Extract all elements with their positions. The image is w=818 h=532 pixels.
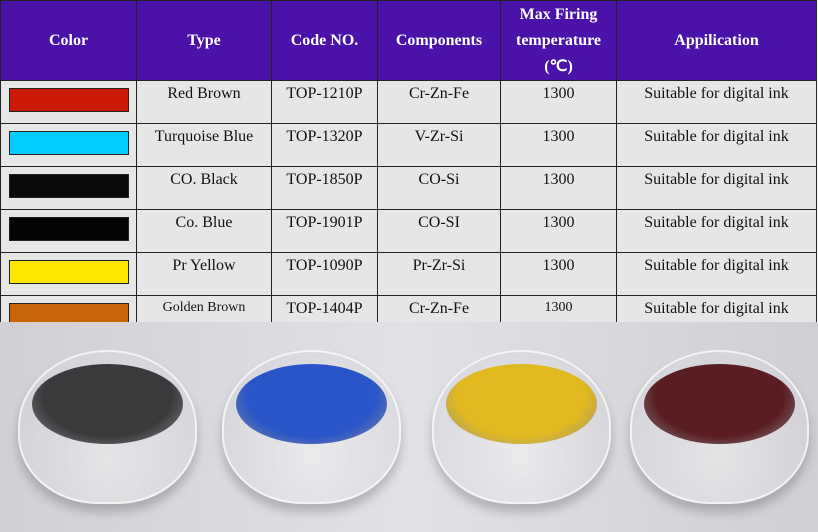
application-cell: Suitable for digital ink bbox=[616, 123, 817, 167]
header-max-firing-temperature: Max Firing temperature (℃) bbox=[500, 0, 617, 81]
type-cell: CO. Black bbox=[136, 166, 272, 210]
components-cell: Cr-Zn-Fe bbox=[377, 80, 501, 124]
temp-cell: 1300 bbox=[500, 209, 617, 253]
pigment-photos bbox=[0, 322, 818, 532]
code-cell: TOP-1901P bbox=[271, 209, 378, 253]
pigment-powder bbox=[644, 364, 795, 444]
header-components: Components bbox=[377, 0, 501, 81]
application-cell: Suitable for digital ink bbox=[616, 252, 817, 296]
pigment-bowl-photo bbox=[222, 350, 401, 504]
color-cell bbox=[0, 166, 137, 210]
temp-cell: 1300 bbox=[500, 80, 617, 124]
pigment-bowl-photo bbox=[630, 350, 809, 504]
table-row: Pr Yellow TOP-1090P Pr-Zr-Si 1300 Suitable f… bbox=[0, 252, 817, 296]
type-cell: Red Brown bbox=[136, 80, 272, 124]
pigment-powder bbox=[236, 364, 387, 444]
pigment-bowl-photo bbox=[18, 350, 197, 504]
header-code: Code NO. bbox=[271, 0, 378, 81]
application-cell: Suitable for digital ink bbox=[616, 209, 817, 253]
color-swatch bbox=[8, 88, 129, 112]
color-swatch bbox=[8, 174, 129, 198]
components-cell: V-Zr-Si bbox=[377, 123, 501, 167]
color-swatch bbox=[8, 217, 129, 241]
code-cell: TOP-1090P bbox=[271, 252, 378, 296]
pigment-table: Color Type Code NO. Components Max Firing te… bbox=[0, 0, 817, 339]
type-cell: Co. Blue bbox=[136, 209, 272, 253]
code-cell: TOP-1850P bbox=[271, 166, 378, 210]
table-row: Co. Blue TOP-1901P CO-SI 1300 Suitable for d… bbox=[0, 209, 817, 253]
header-color: Color bbox=[0, 0, 137, 81]
color-cell bbox=[0, 252, 137, 296]
header-type: Type bbox=[136, 0, 272, 81]
components-cell: CO-SI bbox=[377, 209, 501, 253]
table-row: Red Brown TOP-1210P Cr-Zn-Fe 1300 Suitable f… bbox=[0, 80, 817, 124]
application-cell: Suitable for digital ink bbox=[616, 80, 817, 124]
color-cell bbox=[0, 80, 137, 124]
code-cell: TOP-1320P bbox=[271, 123, 378, 167]
application-cell: Suitable for digital ink bbox=[616, 166, 817, 210]
color-swatch bbox=[8, 131, 129, 155]
type-cell: Turquoise Blue bbox=[136, 123, 272, 167]
color-swatch bbox=[8, 260, 129, 284]
pigment-powder bbox=[446, 364, 597, 444]
header-application: Appilication bbox=[616, 0, 817, 81]
components-cell: CO-Si bbox=[377, 166, 501, 210]
pigment-powder bbox=[32, 364, 183, 444]
color-cell bbox=[0, 209, 137, 253]
temp-cell: 1300 bbox=[500, 252, 617, 296]
temp-cell: 1300 bbox=[500, 123, 617, 167]
type-cell: Pr Yellow bbox=[136, 252, 272, 296]
pigment-bowl-photo bbox=[432, 350, 611, 504]
code-cell: TOP-1210P bbox=[271, 80, 378, 124]
table-row: Turquoise Blue TOP-1320P V-Zr-Si 1300 Suitab… bbox=[0, 123, 817, 167]
color-cell bbox=[0, 123, 137, 167]
components-cell: Pr-Zr-Si bbox=[377, 252, 501, 296]
temp-cell: 1300 bbox=[500, 166, 617, 210]
table-row: CO. Black TOP-1850P CO-Si 1300 Suitable for … bbox=[0, 166, 817, 210]
